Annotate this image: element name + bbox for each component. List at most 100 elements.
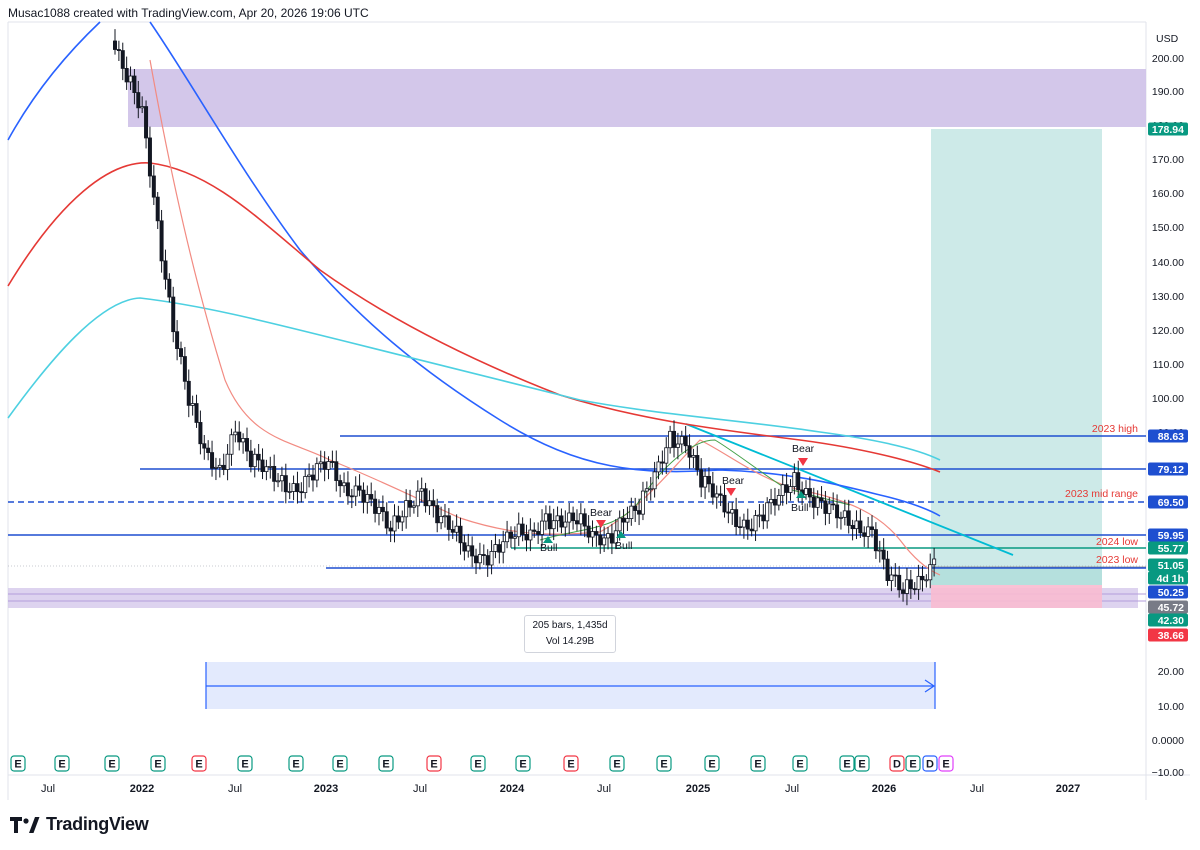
price-badge [1148, 541, 1188, 555]
candle [516, 512, 521, 546]
bear-label: Bear [722, 475, 745, 487]
bear-label: Bear [590, 507, 613, 519]
event-marker-D[interactable]: D [922, 755, 938, 772]
time-axis[interactable]: Jul 2022 Jul 2023 Jul 2024 Jul 2025 Jul 2026 Jul 20… [41, 783, 1080, 795]
candle [734, 497, 739, 536]
candle [536, 522, 541, 544]
candle [431, 489, 436, 518]
candle [776, 488, 781, 511]
event-marker-E[interactable]: E [288, 755, 304, 772]
candle [695, 445, 700, 476]
svg-text:E: E [519, 759, 526, 771]
candle [842, 499, 847, 526]
candle [656, 455, 661, 480]
candle [248, 439, 253, 473]
event-marker-E[interactable]: E [332, 755, 348, 772]
event-marker-E[interactable]: E [792, 755, 808, 772]
candle [889, 566, 894, 592]
candle [144, 100, 149, 149]
candle [194, 394, 199, 428]
svg-text:E: E [336, 759, 343, 771]
event-marker-E[interactable]: E [609, 755, 625, 772]
candle [264, 459, 269, 481]
svg-text:E: E [292, 759, 299, 771]
svg-text:E: E [613, 759, 620, 771]
price-tick-label: 200.00 [1152, 53, 1184, 65]
candle [559, 508, 564, 534]
candle [625, 506, 630, 531]
svg-text:D: D [893, 759, 901, 771]
candle [229, 428, 234, 466]
candle [924, 574, 929, 588]
event-marker-E[interactable]: E [839, 755, 855, 772]
candle [850, 519, 855, 541]
event-marker-E[interactable]: E [704, 755, 720, 772]
candle [675, 432, 680, 460]
long-position-stop-zone[interactable] [931, 585, 1102, 608]
candle [295, 471, 300, 504]
demand-zone[interactable] [8, 588, 1138, 608]
candle [113, 29, 118, 55]
candle [485, 549, 490, 577]
candlestick-series [113, 29, 937, 606]
candle [299, 482, 304, 503]
event-marker-E[interactable]: E [378, 755, 394, 772]
label-2023-low: 2023 low [1096, 554, 1138, 566]
candle [400, 510, 405, 532]
event-marker-E[interactable]: E [104, 755, 120, 772]
event-marker-E[interactable]: E [515, 755, 531, 772]
price-tick-label: 140.00 [1152, 257, 1184, 269]
event-marker-E[interactable]: E [150, 755, 166, 772]
event-marker-E[interactable]: E [563, 755, 579, 772]
svg-text:E: E [708, 759, 715, 771]
candle [745, 508, 750, 540]
event-marker-E[interactable]: E [656, 755, 672, 772]
candle [714, 485, 719, 509]
price-badge [1148, 429, 1188, 443]
candle [369, 482, 374, 507]
supply-zone[interactable] [128, 69, 1146, 127]
event-marker-E[interactable]: E [750, 755, 766, 772]
ma-cyan [7, 297, 941, 461]
event-marker-E[interactable]: E [54, 755, 70, 772]
long-position-profit-zone[interactable] [931, 129, 1102, 585]
bull-label: Bull [540, 542, 558, 554]
price-tick-label: 100.00 [1152, 393, 1184, 405]
event-marker-E[interactable]: E [854, 755, 870, 772]
event-marker-E[interactable]: E [905, 755, 921, 772]
event-marker-E[interactable]: E [191, 755, 207, 772]
candle [307, 463, 312, 488]
candle [838, 511, 843, 530]
candle [241, 433, 246, 454]
candle [710, 471, 715, 505]
candle [904, 568, 909, 606]
event-marker-E[interactable]: E [237, 755, 253, 772]
candle [345, 471, 350, 505]
long-position-entry-zone[interactable] [931, 567, 1102, 585]
event-marker-E[interactable]: E [10, 755, 26, 772]
candle [866, 516, 871, 549]
event-marker-E[interactable]: E [470, 755, 486, 772]
candle [908, 569, 913, 599]
svg-text:E: E [567, 759, 574, 771]
candle [481, 544, 486, 565]
time-tick-label: 2027 [1056, 783, 1080, 795]
event-marker-E[interactable]: E [426, 755, 442, 772]
candle [528, 518, 533, 552]
svg-text:E: E [858, 759, 865, 771]
price-badge-label: 55.77 [1158, 543, 1184, 555]
candle [784, 472, 789, 505]
downtrend-line[interactable] [685, 423, 1014, 556]
event-marker-D[interactable]: D [889, 755, 905, 772]
candle [753, 510, 758, 542]
ma-red [7, 162, 941, 473]
candle [446, 508, 451, 541]
price-axis[interactable]: 200.00190.00180.00170.00160.00150.00140.… [1152, 53, 1185, 779]
time-tick-label: Jul [41, 783, 55, 795]
candle [920, 565, 925, 592]
tradingview-brand[interactable]: TradingView [10, 814, 149, 835]
event-marker-E[interactable]: E [938, 755, 954, 772]
